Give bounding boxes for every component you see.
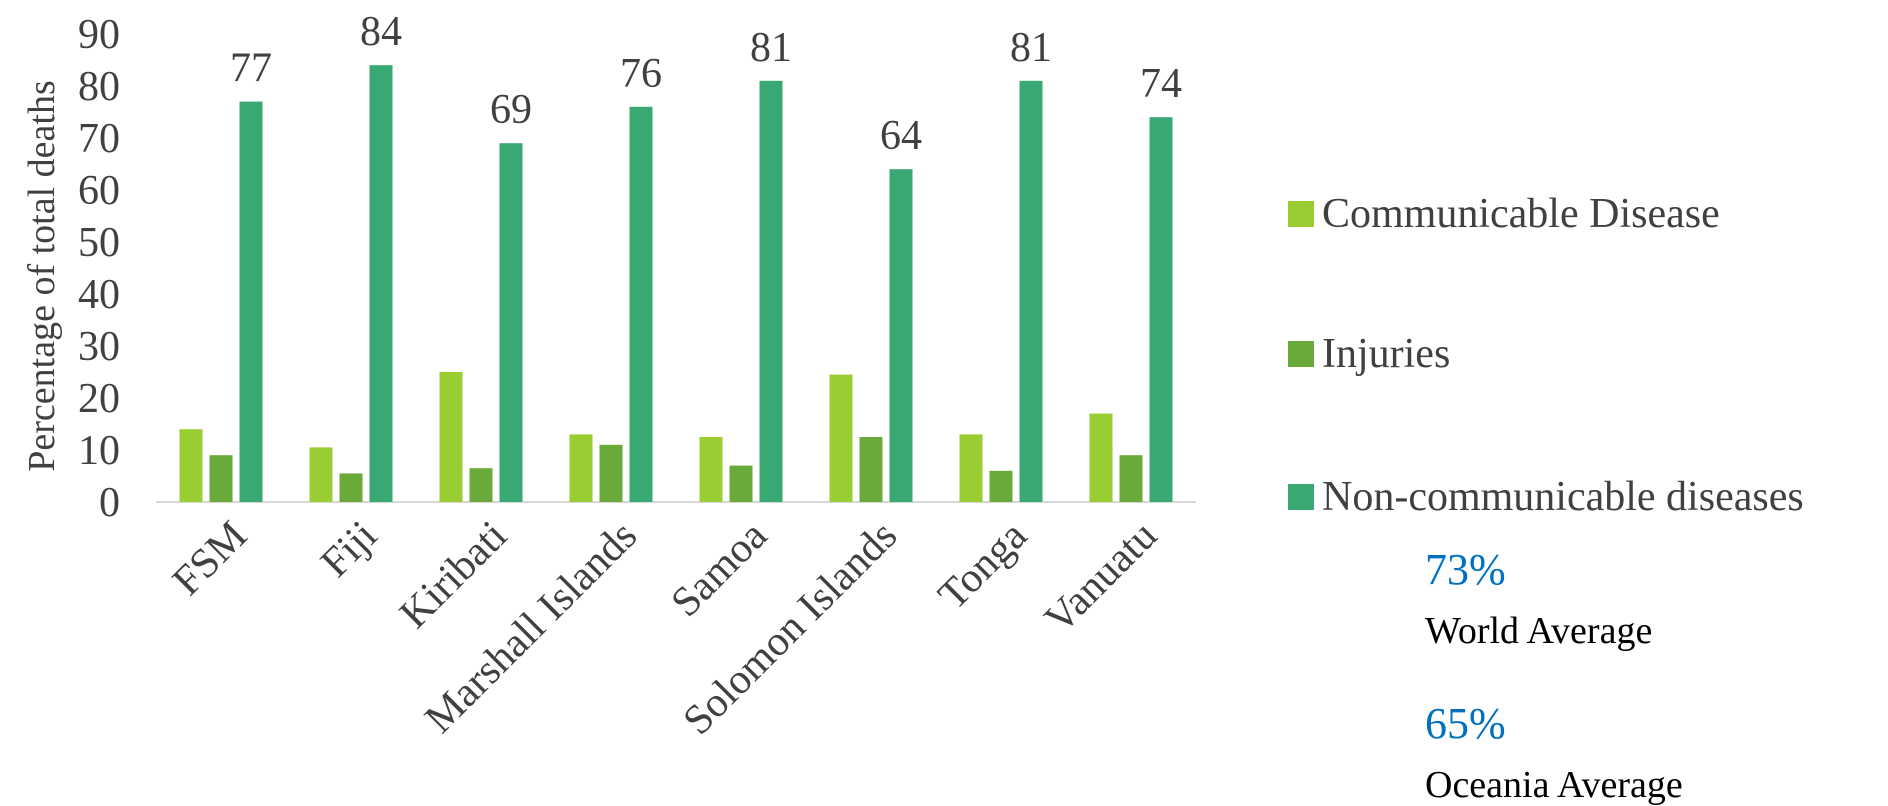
bar — [699, 437, 723, 502]
y-tick-label: 80 — [78, 64, 120, 110]
bar — [369, 65, 393, 502]
bar — [569, 434, 593, 502]
y-axis-ticks: 0 10 20 30 40 50 60 70 80 90 — [78, 12, 120, 526]
data-label: 74 — [1140, 61, 1182, 107]
oceania-average-value: 65% — [1425, 699, 1506, 748]
bar — [309, 447, 333, 502]
x-tick-label: FSM — [164, 513, 256, 605]
y-tick-label: 30 — [78, 324, 120, 370]
legend-item-ncd: Non-communicable diseases — [1288, 473, 1804, 521]
bar — [759, 80, 783, 503]
bar — [1019, 80, 1043, 503]
bar — [599, 444, 623, 502]
y-tick-label: 90 — [78, 12, 120, 58]
bar — [239, 101, 263, 502]
legend-item-injuries: Injuries — [1288, 330, 1450, 378]
legend-label-injuries: Injuries — [1322, 331, 1451, 377]
y-tick-label: 50 — [78, 220, 120, 266]
data-label: 64 — [880, 113, 922, 159]
legend-label-ncd: Non-communicable diseases — [1322, 474, 1804, 520]
bar — [829, 374, 853, 502]
x-tick-label: Kiribati — [391, 513, 516, 638]
data-label: 84 — [360, 9, 402, 55]
bar — [439, 372, 463, 502]
bar — [889, 169, 913, 502]
y-axis-label: Percentage of total deaths — [21, 80, 63, 471]
bar — [989, 470, 1013, 502]
bar — [339, 473, 363, 502]
y-tick-label: 40 — [78, 272, 120, 318]
bar — [209, 455, 233, 502]
oceania-average: 65% Oceania Average — [1425, 699, 1683, 806]
bar — [499, 143, 523, 502]
oceania-average-label: Oceania Average — [1425, 764, 1683, 806]
bar — [959, 434, 983, 502]
data-label: 76 — [620, 51, 662, 97]
y-tick-label: 70 — [78, 116, 120, 162]
legend-label-communicable: Communicable Disease — [1322, 191, 1720, 237]
data-label: 81 — [1010, 25, 1052, 71]
bar — [1119, 455, 1143, 502]
legend-swatch-injuries — [1288, 341, 1314, 367]
world-average-label: World Average — [1425, 610, 1653, 652]
data-label: 69 — [490, 87, 532, 133]
bar — [179, 429, 203, 502]
data-label: 77 — [230, 46, 272, 92]
legend-swatch-communicable — [1288, 201, 1314, 227]
data-label: 81 — [750, 25, 792, 71]
y-tick-label: 10 — [78, 428, 120, 474]
x-tick-label: Vanuatu — [1036, 513, 1166, 643]
x-tick-label: Fiji — [312, 513, 386, 587]
legend-swatch-ncd — [1288, 484, 1314, 510]
bar — [469, 468, 493, 502]
x-tick-label: Samoa — [663, 512, 777, 626]
world-average-value: 73% — [1425, 545, 1506, 594]
y-tick-label: 0 — [99, 480, 120, 526]
data-labels: 77 84 69 76 81 64 81 74 — [230, 9, 1182, 159]
bar — [1149, 117, 1173, 502]
bar — [629, 106, 653, 503]
y-tick-label: 60 — [78, 168, 120, 214]
bars — [179, 65, 1173, 503]
bar — [1089, 413, 1113, 502]
bar — [729, 465, 753, 502]
y-tick-label: 20 — [78, 376, 120, 422]
legend-item-communicable: Communicable Disease — [1288, 190, 1720, 238]
bar — [859, 437, 883, 502]
world-average: 73% World Average — [1425, 545, 1653, 652]
x-tick-label: Tonga — [930, 512, 1037, 619]
